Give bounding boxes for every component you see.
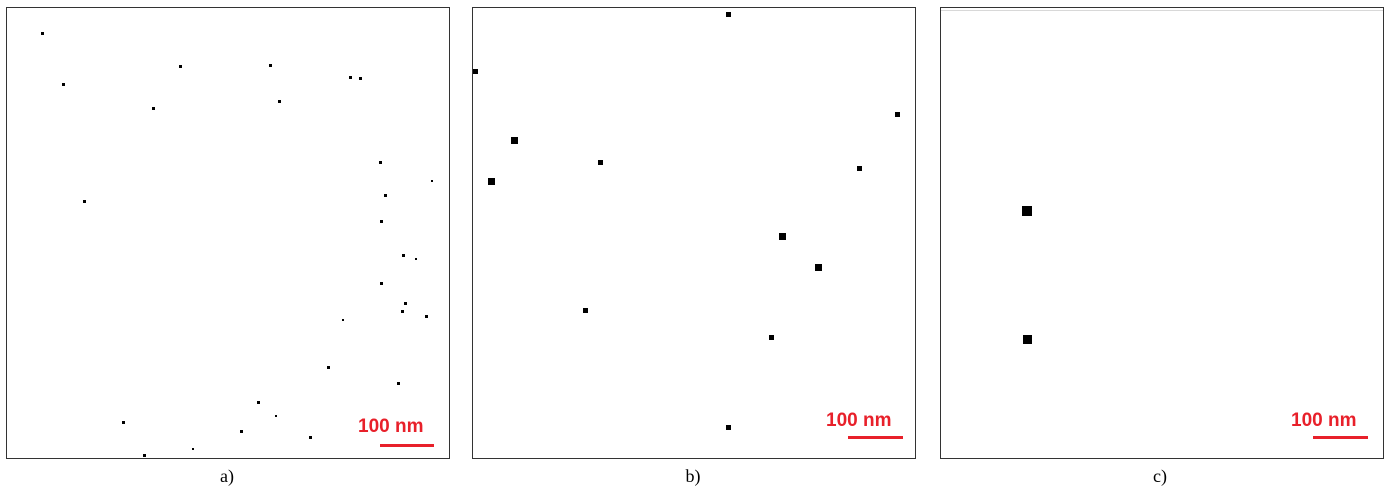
micrograph-panel-b: 100 nm — [472, 7, 916, 459]
scale-bar-label: 100 nm — [1291, 410, 1357, 431]
particle-dot — [122, 421, 125, 424]
particle-dot — [342, 319, 344, 321]
particle-dot — [278, 100, 281, 103]
particle-dot — [275, 415, 277, 417]
particle-dot — [779, 233, 786, 240]
particle-dot — [384, 194, 387, 197]
particle-dot — [179, 65, 182, 68]
particle-dot — [309, 436, 312, 439]
particle-dot — [1022, 206, 1032, 216]
particle-dot — [769, 335, 774, 340]
particle-dot — [240, 430, 243, 433]
scale-bar-line — [380, 444, 434, 447]
particle-dot — [359, 77, 362, 80]
particle-dot — [62, 83, 65, 86]
particle-dot — [511, 137, 518, 144]
particle-dot — [425, 315, 428, 318]
particle-dot — [431, 180, 433, 182]
scale-bar-line — [1313, 436, 1368, 439]
particle-dot — [598, 160, 603, 165]
particle-dot — [401, 310, 404, 313]
scale-bar-line — [848, 436, 903, 439]
particle-dot — [143, 454, 146, 457]
particle-dot — [379, 161, 382, 164]
particle-dot — [397, 382, 400, 385]
particle-dot — [269, 64, 272, 67]
particle-dot — [857, 166, 862, 171]
particle-dot — [327, 366, 330, 369]
micrograph-panel-a: 100 nm — [6, 7, 450, 459]
particle-dot — [895, 112, 900, 117]
particle-dot — [402, 254, 405, 257]
particle-dot — [83, 200, 86, 203]
particle-dot — [583, 308, 588, 313]
particle-dot — [726, 425, 731, 430]
particle-dot — [415, 258, 417, 260]
particle-dot — [726, 12, 731, 17]
micrograph-panel-c: 100 nm — [940, 7, 1384, 459]
caption-c: c) — [1153, 466, 1167, 486]
particle-dot — [257, 401, 260, 404]
particle-dot — [41, 32, 44, 35]
scale-bar-label: 100 nm — [358, 416, 424, 437]
caption-a: a) — [220, 466, 234, 486]
scale-bar-label: 100 nm — [826, 410, 892, 431]
caption-b: b) — [685, 466, 701, 486]
particle-dot — [192, 448, 194, 450]
particle-dot — [349, 76, 352, 79]
particle-dot — [152, 107, 155, 110]
particle-dot — [473, 69, 478, 74]
particle-dot — [1023, 335, 1032, 344]
particle-dot — [815, 264, 822, 271]
top-rule — [941, 10, 1383, 11]
particle-dot — [404, 302, 407, 305]
particle-dot — [488, 178, 495, 185]
particle-dot — [380, 220, 383, 223]
particle-dot — [380, 282, 383, 285]
